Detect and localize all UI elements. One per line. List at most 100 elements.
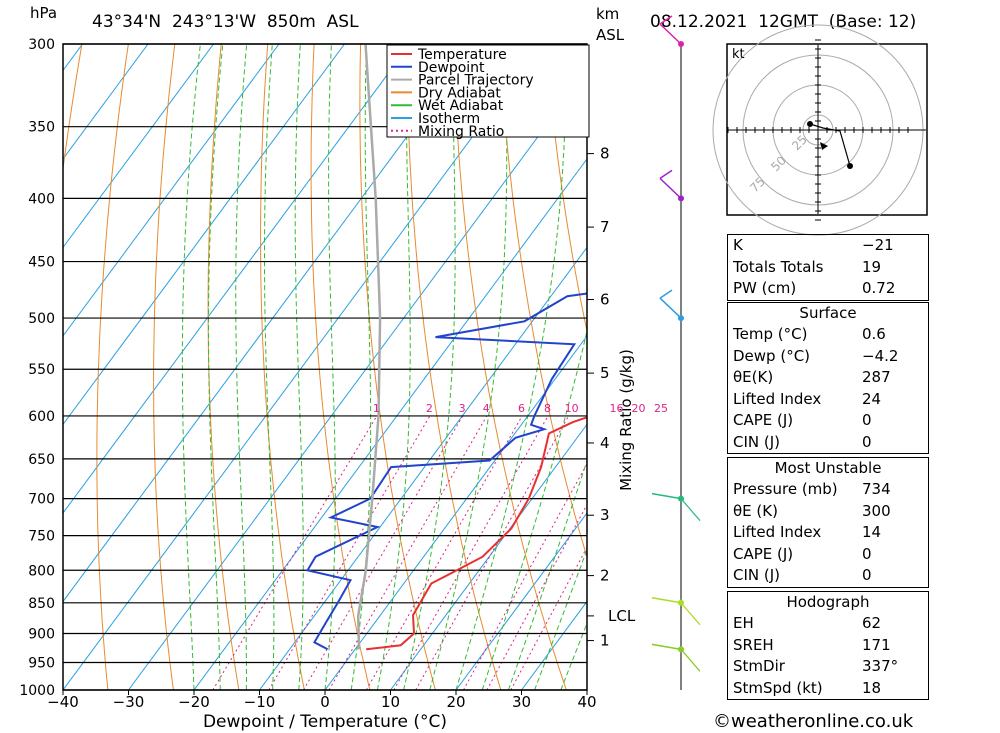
mixing-ratio-line xyxy=(510,546,587,690)
copyright: ©weatheronline.co.uk xyxy=(713,711,914,732)
legend-label: Wet Adiabat xyxy=(418,98,504,114)
row-value: 337° xyxy=(862,657,899,675)
surface-row: Lifted Index 24 xyxy=(728,389,928,411)
km-label: km xyxy=(596,5,620,23)
row-label: K xyxy=(733,236,743,254)
hodograph-row: StmDir 337° xyxy=(728,656,928,678)
pressure-tick-label: 750 xyxy=(28,529,55,545)
surface-title: Surface xyxy=(728,302,928,324)
dry-adiabat-line xyxy=(96,44,129,690)
row-value: 0 xyxy=(862,566,872,584)
mixing-ratio-line xyxy=(486,503,587,690)
pressure-tick-label: 700 xyxy=(28,492,55,508)
km-tick-label: LCL xyxy=(608,607,636,625)
wind-barb xyxy=(651,643,701,672)
km-tick-label: 8 xyxy=(600,145,610,163)
pressure-tick-label: 800 xyxy=(28,563,55,579)
wet-adiabat-line xyxy=(481,329,587,690)
most-unstable-row: θE (K) 300 xyxy=(728,501,928,523)
wind-barb xyxy=(659,169,682,199)
row-label: Lifted Index xyxy=(733,523,822,541)
row-label: Totals Totals xyxy=(733,257,824,276)
location-title: 43°34'N 243°13'W 850m ASL xyxy=(92,12,359,32)
mixing-ratio-label: 16 xyxy=(610,402,624,415)
hodograph-unit: kt xyxy=(732,47,745,62)
km-tick-label: 3 xyxy=(600,506,610,524)
temp-tick-label: 30 xyxy=(512,693,531,711)
legend-label: Parcel Trajectory xyxy=(418,73,534,89)
pressure-tick-label: 950 xyxy=(28,655,55,671)
wet-adiabat-line xyxy=(181,44,201,690)
wind-barb-flag xyxy=(659,15,673,25)
row-label: Lifted Index xyxy=(733,389,822,408)
temp-tick-label: −30 xyxy=(113,693,145,711)
km-tick-label: 4 xyxy=(600,434,610,452)
km-tick-label: 5 xyxy=(600,364,610,382)
row-value: 0 xyxy=(862,544,872,563)
row-label: CIN (J) xyxy=(733,566,781,584)
pressure-tick-label: 900 xyxy=(28,626,55,642)
hodograph-row: SREH 171 xyxy=(728,635,928,657)
row-label: Dewp (°C) xyxy=(733,346,811,365)
row-value: 24 xyxy=(862,389,882,408)
hpa-label: hPa xyxy=(30,4,58,22)
row-value: 14 xyxy=(862,523,882,541)
hodograph-point xyxy=(847,163,853,169)
surface-row: Dewp (°C) −4.2 xyxy=(728,346,928,368)
row-value: 18 xyxy=(862,678,882,697)
wind-barb-flag xyxy=(659,169,673,179)
temp-tick-label: −40 xyxy=(47,693,79,711)
row-value: 0.72 xyxy=(862,279,896,297)
km-tick-label: 7 xyxy=(600,218,610,236)
dry-adiabat-line xyxy=(545,44,587,334)
pressure-tick-label: 450 xyxy=(28,255,55,271)
isotherm-line xyxy=(63,44,542,690)
datetime-title: 08.12.2021 12GMT (Base: 12) xyxy=(650,12,917,32)
surface-row: Temp (°C) 0.6 xyxy=(728,324,928,346)
wind-barb-flag xyxy=(680,648,701,672)
row-label: θE(K) xyxy=(733,368,774,386)
wind-barb-shaft xyxy=(659,297,682,319)
mixing-ratio-label: 1 xyxy=(373,402,380,415)
most-unstable-table: Most Unstable Pressure (mb) 734 θE (K) 300 Li… xyxy=(727,457,929,588)
wind-barb-shaft xyxy=(651,492,682,500)
isotherm-line xyxy=(63,44,214,249)
dry-adiabat-line xyxy=(207,44,240,690)
row-value: 300 xyxy=(862,501,891,520)
row-value: 171 xyxy=(862,635,891,654)
pressure-tick-label: 650 xyxy=(28,452,55,468)
legend-box xyxy=(386,44,590,138)
pressure-tick-label: 400 xyxy=(28,191,55,207)
mixing-ratio-axis-title: Mixing Ratio (g/kg) xyxy=(617,349,635,491)
km-tick-label: 1 xyxy=(600,632,610,650)
wind-barb-shaft xyxy=(651,597,682,604)
most-unstable-row: Pressure (mb) 734 xyxy=(728,479,928,501)
dewpoint-curve xyxy=(305,292,587,651)
row-value: −4.2 xyxy=(862,346,899,365)
dry-adiabat-line xyxy=(499,44,587,559)
most-unstable-row: CAPE (J) 0 xyxy=(728,544,928,566)
row-value: 0 xyxy=(862,432,872,451)
mixing-ratio-line xyxy=(212,415,378,690)
row-value: 0 xyxy=(862,411,872,429)
temp-tick-label: 20 xyxy=(446,693,465,711)
hodograph-row: StmSpd (kt) 18 xyxy=(728,678,928,700)
wind-barb-shaft xyxy=(659,23,682,45)
isotherm-line xyxy=(0,44,17,690)
row-value: 287 xyxy=(862,368,891,386)
isotherm-line xyxy=(63,44,411,514)
pressure-tick-label: 550 xyxy=(28,362,55,378)
surface-row: θE(K) 287 xyxy=(728,367,928,389)
isotherm-line xyxy=(390,423,587,690)
wet-adiabat-line xyxy=(294,44,304,690)
legend-label: Dewpoint xyxy=(418,60,485,76)
wet-adiabat-line xyxy=(534,548,587,690)
mixing-ratio-label: 20 xyxy=(632,402,646,415)
temp-tick-label: 10 xyxy=(381,693,400,711)
storm-motion-arrow xyxy=(820,142,828,150)
pressure-tick-label: 500 xyxy=(28,311,55,327)
row-label: Temp (°C) xyxy=(733,325,808,343)
temp-tick-label: 40 xyxy=(577,693,596,711)
isotherm-line xyxy=(128,69,587,690)
